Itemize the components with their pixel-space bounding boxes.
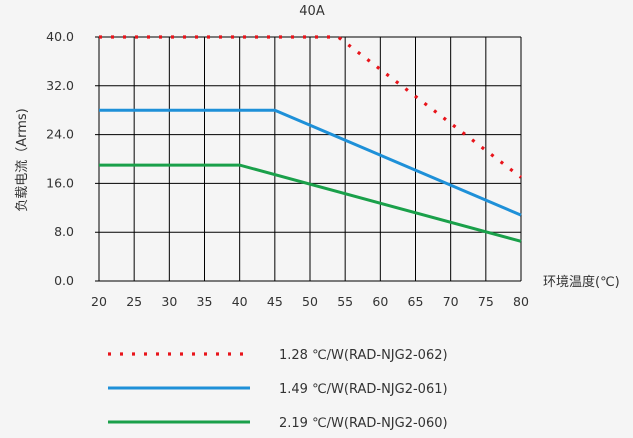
y-axis-label: 负载电流（Arms): [15, 108, 30, 212]
x-tick-label: 50: [302, 294, 318, 309]
series-lines: [99, 35, 522, 243]
legend-label-3: 2.19 ℃/W(RAD-NJG2-060): [279, 416, 448, 431]
x-tick-label: 30: [161, 294, 177, 309]
y-tick-label: 32.0: [46, 78, 74, 93]
x-tick-label: 70: [443, 294, 459, 309]
x-tick-label: 55: [337, 294, 353, 309]
x-tick-label: 80: [513, 294, 529, 309]
x-tick-label: 20: [91, 294, 107, 309]
legend: 1.28 ℃/W(RAD-NJG2-062) 1.49 ℃/W(RAD-NJG2-…: [108, 348, 448, 431]
grid: [95, 36, 522, 282]
x-tick-labels: 20 25 30 35 40 45 50 55 60 65 70 75 80: [91, 294, 529, 309]
chart-title: 40A: [299, 4, 325, 19]
x-tick-label: 25: [126, 294, 142, 309]
y-tick-label: 8.0: [54, 224, 74, 239]
x-tick-label: 75: [478, 294, 494, 309]
x-tick-label: 60: [372, 294, 388, 309]
legend-label-2: 1.49 ℃/W(RAD-NJG2-061): [279, 382, 448, 397]
y-tick-label: 0.0: [54, 273, 74, 288]
y-tick-label: 24.0: [46, 127, 74, 142]
x-tick-label: 45: [267, 294, 283, 309]
series-line-3: [99, 163, 522, 243]
x-tick-label: 40: [232, 294, 248, 309]
x-tick-label: 35: [197, 294, 213, 309]
x-axis-label: 环境温度(℃): [543, 274, 620, 290]
y-tick-label: 40.0: [46, 29, 74, 44]
y-tick-labels: 0.0 8.0 16.0 24.0 32.0 40.0: [46, 29, 74, 288]
series-line-2: [99, 108, 522, 217]
y-tick-label: 16.0: [46, 175, 74, 190]
legend-label-1: 1.28 ℃/W(RAD-NJG2-062): [279, 348, 448, 363]
x-tick-label: 65: [408, 294, 424, 309]
